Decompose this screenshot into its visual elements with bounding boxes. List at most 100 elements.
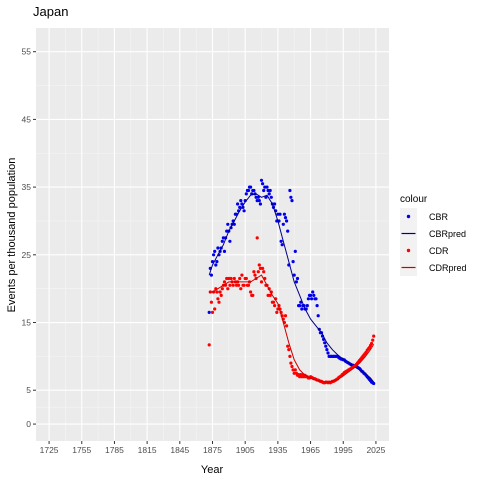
data-point-cdr <box>288 355 291 358</box>
y-tick-label: 45 <box>22 114 32 124</box>
data-point-cdr <box>372 335 375 338</box>
data-point-cdr <box>239 287 242 290</box>
y-tick-label: 5 <box>26 385 31 395</box>
data-point-cbr <box>309 294 312 297</box>
data-point-cdr <box>213 307 216 310</box>
data-point-cbr <box>247 189 250 192</box>
data-point-cbr <box>311 290 314 293</box>
data-point-cbr <box>260 179 263 182</box>
data-point-cdr <box>217 301 220 304</box>
legend-label: CDR <box>429 246 449 256</box>
data-point-cbr <box>316 304 319 307</box>
data-point-cdr <box>221 287 224 290</box>
data-point-cbr <box>300 307 303 310</box>
data-point-cbr <box>282 223 285 226</box>
data-point-cbr <box>285 219 288 222</box>
data-point-cdr <box>243 284 246 287</box>
data-point-cdr <box>238 277 241 280</box>
data-point-cdr <box>223 280 226 283</box>
data-point-cbr <box>326 351 329 354</box>
y-axis: 051525354555 <box>22 47 36 429</box>
data-point-cbr <box>249 186 252 189</box>
data-point-cbr <box>281 243 284 246</box>
data-point-cbr <box>312 294 315 297</box>
data-point-cbr <box>290 199 293 202</box>
legend-point <box>407 215 410 218</box>
x-tick-label: 1935 <box>268 445 287 455</box>
data-point-cbr <box>280 240 283 243</box>
data-point-cbr <box>221 240 224 243</box>
data-point-cbr <box>289 196 292 199</box>
legend-item: CDRpred <box>400 259 467 276</box>
data-point-cbr <box>324 345 327 348</box>
x-tick-label: 1755 <box>72 445 91 455</box>
x-tick-label: 1875 <box>203 445 222 455</box>
y-tick-label: 25 <box>22 250 32 260</box>
data-point-cbr <box>294 250 297 253</box>
x-tick-label: 2025 <box>366 445 385 455</box>
data-point-cdr <box>289 362 292 365</box>
data-point-cbr <box>215 260 218 263</box>
data-point-cdr <box>237 284 240 287</box>
data-point-cbr <box>259 202 262 205</box>
data-point-cdr <box>232 284 235 287</box>
data-point-cdr <box>219 290 222 293</box>
data-point-cdr <box>208 343 211 346</box>
data-point-cbr <box>268 192 271 195</box>
data-point-cbr <box>261 182 264 185</box>
data-point-cdr <box>294 368 297 371</box>
y-tick-label: 55 <box>22 47 32 57</box>
data-point-cdr <box>290 365 293 368</box>
x-tick-label: 1725 <box>40 445 59 455</box>
data-point-cbr <box>288 189 291 192</box>
data-point-cbr <box>284 216 287 219</box>
data-point-cbr <box>243 209 246 212</box>
data-point-cdr <box>247 284 250 287</box>
legend-label: CDRpred <box>429 263 467 273</box>
data-point-cbr <box>273 202 276 205</box>
chart-title: Japan <box>33 4 68 19</box>
data-point-cbr <box>307 297 310 300</box>
data-point-cbr <box>372 382 375 385</box>
data-point-cbr <box>298 304 301 307</box>
x-tick-label: 1905 <box>236 445 255 455</box>
data-point-cdr <box>216 297 219 300</box>
data-point-cbr <box>216 246 219 249</box>
data-point-cdr <box>286 345 289 348</box>
x-tick-label: 1965 <box>301 445 320 455</box>
data-point-cbr <box>278 213 281 216</box>
data-point-cbr <box>292 260 295 263</box>
data-point-cdr <box>228 284 231 287</box>
data-point-cbr <box>317 314 320 317</box>
data-point-cbr <box>210 274 213 277</box>
data-point-cbr <box>214 263 217 266</box>
data-point-cbr <box>269 189 272 192</box>
x-tick-label: 1815 <box>138 445 157 455</box>
data-point-cdr <box>233 277 236 280</box>
data-point-cbr <box>283 213 286 216</box>
legend-item: CBRpred <box>400 225 466 242</box>
data-point-cdr <box>210 301 213 304</box>
data-point-cdr <box>261 267 264 270</box>
legend-item: CBR <box>400 208 449 225</box>
data-point-cbr <box>245 192 248 195</box>
data-point-cbr <box>228 240 231 243</box>
x-axis: 1725 1755 1785 1815 1845 1875 1905 1935 1965 1995… <box>40 441 386 455</box>
legend-label: CBRpred <box>429 229 466 239</box>
data-point-cbr <box>239 199 242 202</box>
data-point-cbr <box>226 223 229 226</box>
y-tick-label: 35 <box>22 182 32 192</box>
data-point-cdr <box>252 270 255 273</box>
data-point-cbr <box>258 199 261 202</box>
data-point-cdr <box>272 301 275 304</box>
data-point-cbr <box>306 304 309 307</box>
data-point-cbr <box>295 280 298 283</box>
data-point-cbr <box>236 202 239 205</box>
data-point-cdr <box>257 270 260 273</box>
data-point-cdr <box>258 263 261 266</box>
data-point-cdr <box>211 311 214 314</box>
data-point-cbr <box>262 189 265 192</box>
data-point-cdr <box>371 339 374 342</box>
legend-title: colour <box>400 194 428 205</box>
data-point-cbr <box>314 297 317 300</box>
